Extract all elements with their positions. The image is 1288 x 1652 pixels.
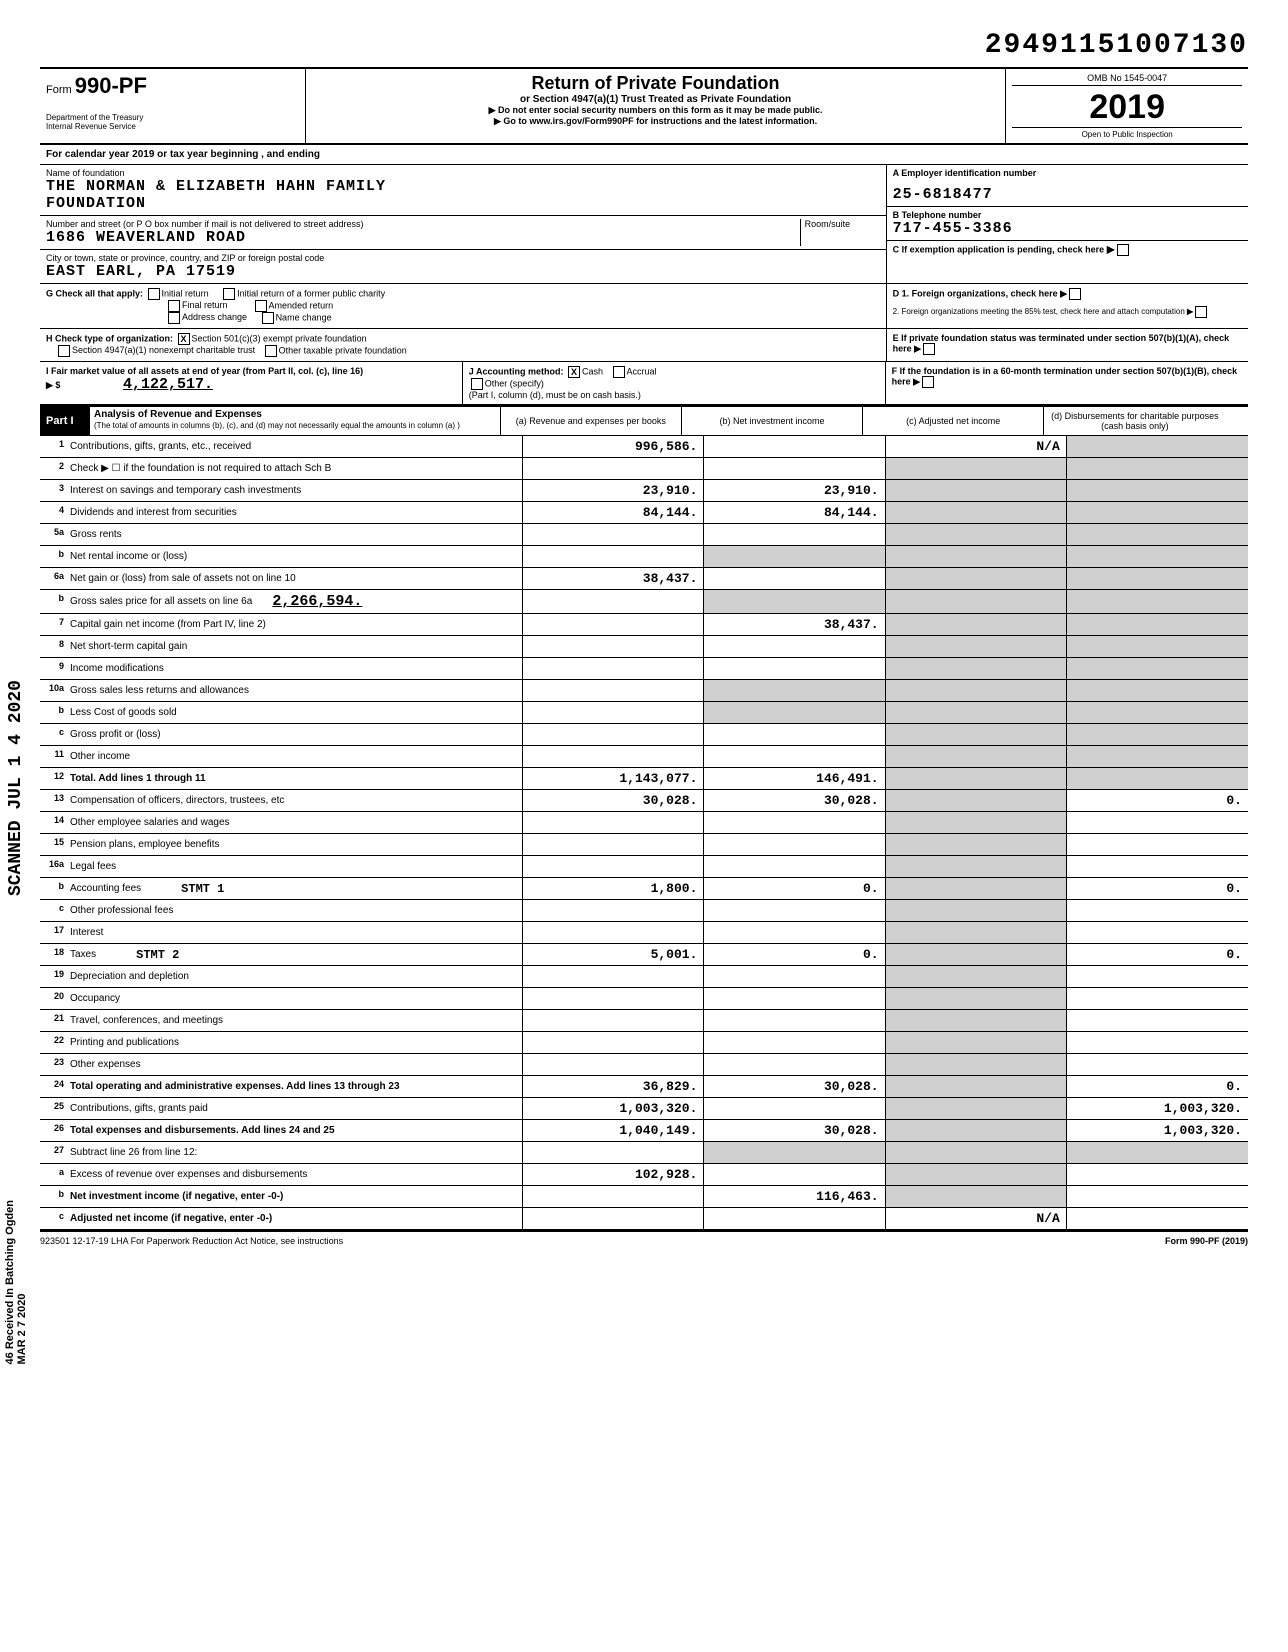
form-header: Form 990-PF Department of the Treasury I…	[40, 67, 1248, 145]
scanned-stamp: SCANNED JUL 1 4 2020	[6, 680, 26, 896]
checkbox-other-method[interactable]	[471, 378, 483, 390]
table-row: bNet investment income (if negative, ent…	[40, 1186, 1248, 1208]
table-row: 2Check ▶ ☐ if the foundation is not requ…	[40, 458, 1248, 480]
checkbox-foreign[interactable]	[1069, 288, 1081, 300]
table-row: 18TaxesSTMT 25,001.0.0.	[40, 944, 1248, 966]
table-row: 9Income modifications	[40, 658, 1248, 680]
checkbox-accrual[interactable]	[613, 366, 625, 378]
table-row: 14Other employee salaries and wages	[40, 812, 1248, 834]
table-row: 27Subtract line 26 from line 12:	[40, 1142, 1248, 1164]
checkbox-pending[interactable]	[1117, 244, 1129, 256]
table-row: cOther professional fees	[40, 900, 1248, 922]
table-row: 26Total expenses and disbursements. Add …	[40, 1120, 1248, 1142]
checkbox-terminated[interactable]	[923, 343, 935, 355]
table-row: 15Pension plans, employee benefits	[40, 834, 1248, 856]
table-row: 22Printing and publications	[40, 1032, 1248, 1054]
checkbox-amended[interactable]	[255, 300, 267, 312]
entity-block: Name of foundation THE NORMAN & ELIZABET…	[40, 165, 1248, 284]
checkbox-initial[interactable]	[148, 288, 160, 300]
table-row: 17Interest	[40, 922, 1248, 944]
table-row: 12Total. Add lines 1 through 111,143,077…	[40, 768, 1248, 790]
checkbox-former[interactable]	[223, 288, 235, 300]
section-f: F If the foundation is in a 60-month ter…	[886, 362, 1248, 404]
table-row: 6aNet gain or (loss) from sale of assets…	[40, 568, 1248, 590]
section-g: G Check all that apply: Initial return I…	[40, 284, 886, 328]
checkbox-cash[interactable]: X	[568, 366, 580, 378]
part1-header: Part I Analysis of Revenue and Expenses …	[40, 405, 1248, 436]
table-row: 20Occupancy	[40, 988, 1248, 1010]
table-row: bAccounting feesSTMT 11,800.0.0.	[40, 878, 1248, 900]
table-row: 1Contributions, gifts, grants, etc., rec…	[40, 436, 1248, 458]
section-j: J Accounting method: XCash Accrual Other…	[463, 362, 886, 404]
table-row: 19Depreciation and depletion	[40, 966, 1248, 988]
table-row: 3Interest on savings and temporary cash …	[40, 480, 1248, 502]
table-row: 24Total operating and administrative exp…	[40, 1076, 1248, 1098]
section-i: I Fair market value of all assets at end…	[40, 362, 463, 404]
table-row: bNet rental income or (loss)	[40, 546, 1248, 568]
table-row: 10aGross sales less returns and allowanc…	[40, 680, 1248, 702]
table-row: 8Net short-term capital gain	[40, 636, 1248, 658]
checkbox-85pct[interactable]	[1195, 306, 1207, 318]
calendar-year-row: For calendar year 2019 or tax year begin…	[40, 145, 1248, 165]
checkbox-final[interactable]	[168, 300, 180, 312]
table-row: 13Compensation of officers, directors, t…	[40, 790, 1248, 812]
checkbox-501c3[interactable]: X	[178, 333, 190, 345]
table-row: aExcess of revenue over expenses and dis…	[40, 1164, 1248, 1186]
part1-rows: 1Contributions, gifts, grants, etc., rec…	[40, 436, 1248, 1230]
table-row: 5aGross rents	[40, 524, 1248, 546]
table-row: 11Other income	[40, 746, 1248, 768]
table-row: cAdjusted net income (if negative, enter…	[40, 1208, 1248, 1230]
table-row: 25Contributions, gifts, grants paid1,003…	[40, 1098, 1248, 1120]
table-row: 7Capital gain net income (from Part IV, …	[40, 614, 1248, 636]
table-row: bGross sales price for all assets on lin…	[40, 590, 1248, 614]
checkbox-60month[interactable]	[922, 376, 934, 388]
table-row: 23Other expenses	[40, 1054, 1248, 1076]
table-row: 21Travel, conferences, and meetings	[40, 1010, 1248, 1032]
checkbox-address[interactable]	[168, 312, 180, 324]
section-h: H Check type of organization: XSection 5…	[40, 329, 886, 361]
table-row: bLess Cost of goods sold	[40, 702, 1248, 724]
received-stamp: 46 Received In Batching Ogden MAR 2 7 20…	[4, 1200, 28, 1364]
checkbox-name[interactable]	[262, 312, 274, 324]
form-title: Return of Private Foundation	[312, 73, 1000, 94]
checkbox-4947[interactable]	[58, 345, 70, 357]
section-e: E If private foundation status was termi…	[886, 329, 1248, 361]
section-d: D 1. Foreign organizations, check here ▶…	[886, 284, 1248, 328]
table-row: 4Dividends and interest from securities8…	[40, 502, 1248, 524]
checkbox-other-pf[interactable]	[265, 345, 277, 357]
table-row: cGross profit or (loss)	[40, 724, 1248, 746]
dln: 29491151007130	[40, 30, 1248, 61]
footer: 923501 12-17-19 LHA For Paperwork Reduct…	[40, 1230, 1248, 1246]
table-row: 16aLegal fees	[40, 856, 1248, 878]
